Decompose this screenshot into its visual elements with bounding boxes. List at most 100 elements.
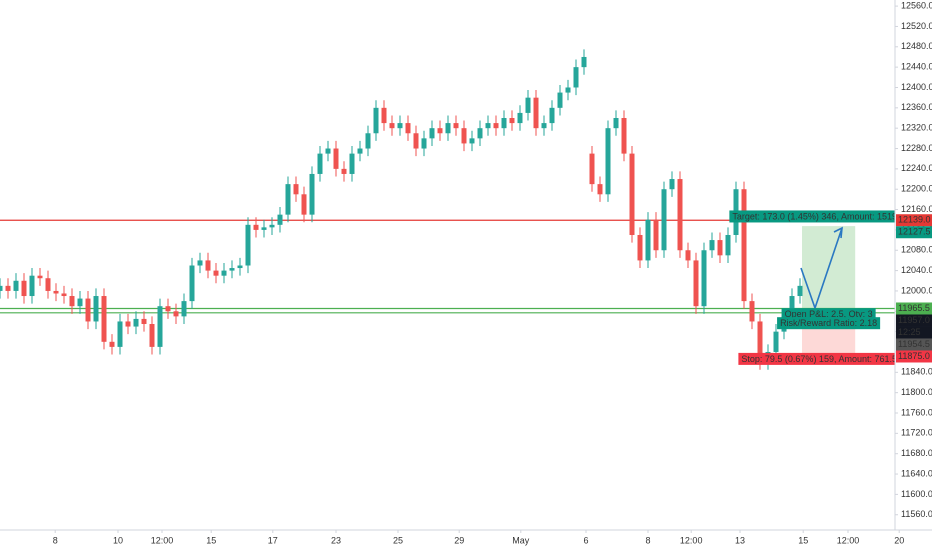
candle-body xyxy=(261,227,267,230)
candle-body xyxy=(445,123,451,134)
y-tick-label: 12280.0 xyxy=(901,143,932,153)
x-tick-label: 12:00 xyxy=(151,535,174,545)
candle-body xyxy=(157,306,163,347)
candle-body xyxy=(389,123,395,129)
candle-body xyxy=(237,265,243,269)
candle-body xyxy=(381,107,387,124)
candle-body xyxy=(693,260,699,307)
y-tick-label: 11680.0 xyxy=(901,448,932,458)
candle-body xyxy=(77,298,83,307)
x-tick-label: 25 xyxy=(393,535,403,545)
candle-body xyxy=(285,184,291,215)
candle-body xyxy=(597,184,603,195)
candle-body xyxy=(357,148,363,154)
y-tick-label: 12400.0 xyxy=(901,82,932,92)
candle-body xyxy=(741,189,747,302)
candle-body xyxy=(133,318,139,327)
candle-body xyxy=(101,296,107,342)
candle-body xyxy=(669,179,675,190)
position-tool xyxy=(802,226,856,355)
candle-body xyxy=(637,234,643,261)
x-tick-label: 10 xyxy=(113,535,123,545)
candle-body xyxy=(189,265,195,302)
candle-body xyxy=(525,97,531,113)
price-tag xyxy=(896,326,932,339)
position-label-bg xyxy=(729,210,900,223)
candle-body xyxy=(757,321,763,363)
candle-body xyxy=(149,324,155,347)
price-tag-label: 12139.0 xyxy=(898,215,931,225)
candle-body xyxy=(413,133,419,149)
candle-body xyxy=(533,97,539,129)
candle-body xyxy=(309,173,315,215)
x-tick-label: 23 xyxy=(331,535,341,545)
y-tick-label: 12480.0 xyxy=(901,41,932,51)
y-tick-label: 12560.0 xyxy=(901,0,932,10)
y-tick-label: 11560.0 xyxy=(901,509,932,519)
candle-body xyxy=(701,250,707,307)
candle-body xyxy=(293,184,299,195)
candle-body xyxy=(797,285,803,297)
x-tick-label: 12:00 xyxy=(680,535,703,545)
price-tag xyxy=(896,338,932,351)
x-tick-label: May xyxy=(512,535,530,545)
x-tick-label: 15 xyxy=(798,535,808,545)
y-tick-label: 11800.0 xyxy=(901,387,932,397)
candle-body xyxy=(517,112,523,124)
candle-body xyxy=(269,224,275,228)
y-tick-label: 12440.0 xyxy=(901,62,932,72)
candle-body xyxy=(61,293,67,297)
candle-body xyxy=(141,318,147,325)
candle-body xyxy=(21,280,27,297)
candle-body xyxy=(709,240,715,251)
y-tick-label: 11840.0 xyxy=(901,367,932,377)
y-tick-label: 12360.0 xyxy=(901,102,932,112)
position-label: Open P&L: 2.5, Qty: 3 xyxy=(785,309,873,319)
price-tag-label: 12127.5 xyxy=(898,227,931,237)
x-tick-label: 29 xyxy=(454,535,464,545)
price-tag-label: 11875.0 xyxy=(898,351,930,361)
candle-body xyxy=(173,311,179,317)
candle-body xyxy=(165,306,171,312)
y-tick-label: 12000.0 xyxy=(901,285,932,295)
price-axis-bg xyxy=(895,0,932,550)
x-tick-label: 12:00 xyxy=(837,535,860,545)
position-label-bg xyxy=(777,317,881,330)
candle-body xyxy=(325,148,331,154)
position-label-bg xyxy=(738,352,900,365)
candle-body xyxy=(429,128,435,139)
price-tag-label: 12:25 xyxy=(898,327,921,337)
x-tick-label: 15 xyxy=(206,535,216,545)
price-tag xyxy=(896,226,932,239)
x-tick-label: 8 xyxy=(645,535,650,545)
candle-body xyxy=(221,270,227,276)
candle-body xyxy=(349,153,355,174)
candle-body xyxy=(469,138,475,144)
candle-body xyxy=(13,280,19,291)
candle-body xyxy=(685,250,691,261)
candle-body xyxy=(333,148,339,169)
y-tick-label: 12520.0 xyxy=(901,21,932,31)
y-tick-label: 12080.0 xyxy=(901,245,932,255)
candle-body xyxy=(213,270,219,276)
x-tick-label: 17 xyxy=(268,535,278,545)
y-tick-label: 12240.0 xyxy=(901,163,932,173)
y-tick-label: 11640.0 xyxy=(901,468,932,478)
candle-body xyxy=(509,118,515,124)
price-tag xyxy=(896,314,932,327)
candle-body xyxy=(421,138,427,149)
candle-body xyxy=(0,285,3,291)
price-tag-label: 11957.0 xyxy=(898,315,930,325)
arrow-head xyxy=(833,226,843,239)
price-tag-label: 11965.5 xyxy=(898,303,930,313)
y-tick-label: 12040.0 xyxy=(901,265,932,275)
price-tag xyxy=(896,350,932,363)
candle-body xyxy=(661,189,667,251)
candle-body xyxy=(501,118,507,129)
price-tag xyxy=(896,214,932,227)
candle-body xyxy=(541,123,547,129)
candle-body xyxy=(493,123,499,129)
x-tick-label: 6 xyxy=(583,535,588,545)
